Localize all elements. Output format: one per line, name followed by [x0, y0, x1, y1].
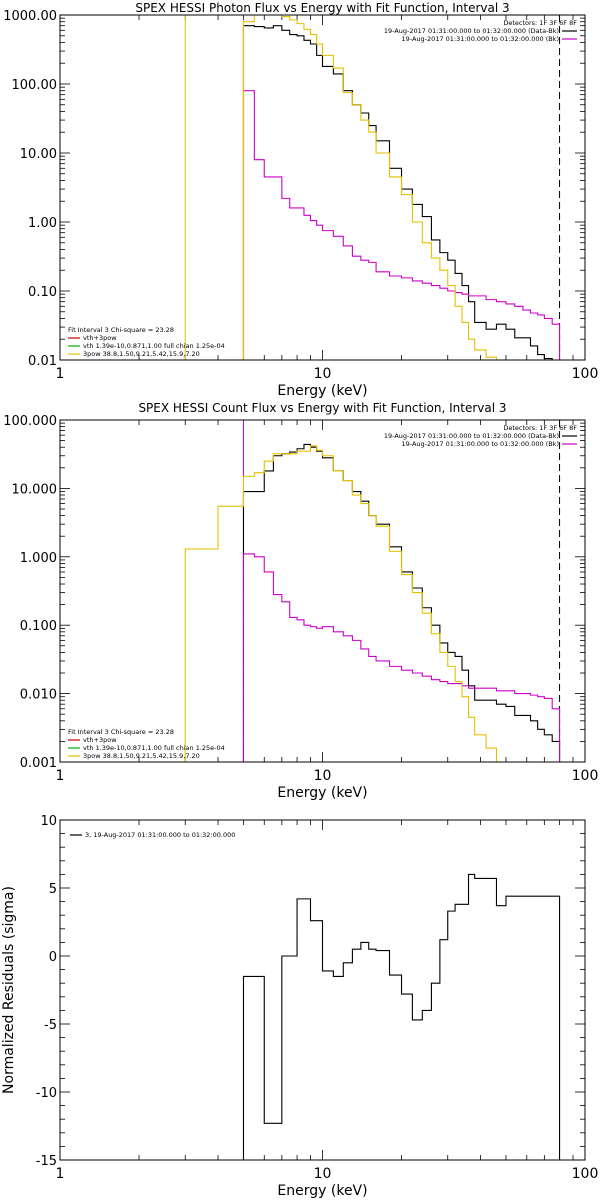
chart-title: SPEX HESSI Photon Flux vs Energy with Fi…	[135, 1, 509, 15]
y-tick-label: 0	[49, 950, 57, 965]
series-line-2	[242, 553, 561, 762]
legend-header: Fit Interval 3 Chi-square = 23.28	[68, 326, 174, 334]
x-axis-label: Energy (keV)	[277, 785, 367, 801]
legend-entry-text: vth+3pow	[83, 334, 117, 342]
x-tick-label: 1	[56, 366, 65, 382]
legend-entry-text: 19-Aug-2017 01:31:00.000 to 01:32:00.000…	[384, 432, 559, 440]
x-tick-label: 1	[56, 1166, 65, 1182]
series-line-1	[242, 443, 561, 762]
series-group	[242, 873, 561, 1160]
x-tick-label: 100	[572, 768, 599, 784]
y-tick-label: 0.010	[20, 688, 57, 703]
x-tick-label: 1	[56, 768, 65, 784]
y-tick-label: 100.00	[12, 78, 58, 93]
y-tick-label: 0.10	[28, 285, 57, 300]
chart-panel-1: SPEX HESSI Photon Flux vs Energy with Fi…	[3, 1, 598, 399]
plot-frame	[59, 14, 586, 361]
legend-entry-text: 3pow 38.8,1.50,9.21,5.42,15.9,7.20	[83, 752, 200, 760]
x-tick-label: 10	[314, 366, 332, 382]
legend-header: Detectors: 1F 3F 6F 8F	[503, 19, 577, 27]
series-line-1	[242, 873, 561, 1160]
series-line-3	[184, 445, 507, 762]
legend-entry-text: vth+3pow	[83, 736, 117, 744]
y-axis-label: Normalized Residuals (sigma)	[1, 886, 17, 1094]
y-tick-label: 10	[40, 814, 57, 829]
x-axis-label: Energy (keV)	[277, 383, 367, 399]
y-tick-label: 10.000	[12, 482, 58, 497]
x-tick-label: 100	[572, 1166, 599, 1182]
x-tick-label: 100	[572, 366, 599, 382]
y-tick-label: 5	[49, 882, 57, 897]
chart-panel-3: 1 10 100 10 5 0 -5 -10 -15 Energy (keV) Normalized…	[1, 814, 598, 1199]
series-line-1	[242, 25, 561, 360]
x-tick-label: 10	[314, 768, 332, 784]
y-tick-label: 10.00	[20, 147, 57, 162]
series-line-2	[242, 90, 561, 360]
legend-header: Detectors: 1F 3F 6F 8F	[503, 424, 577, 432]
legend-header: Fit Interval 3 Chi-square = 23.28	[68, 728, 174, 736]
y-tick-label: -10	[36, 1086, 57, 1101]
series-group	[184, 443, 561, 762]
legend-entry-text: 19-Aug-2017 01:31:00.000 to 01:32:00.000…	[402, 440, 559, 448]
legend-entry-text: vth 1.39e-10,0.871,1.00 full chian 1.25e…	[83, 744, 225, 752]
y-tick-label: -15	[36, 1154, 57, 1169]
legend-entry-text: 3, 19-Aug-2017 01:31:00.000 to 01:32:00.…	[85, 831, 235, 839]
plot-frame	[59, 819, 586, 1161]
y-tick-label: 100.000	[3, 414, 57, 429]
series-group	[242, 15, 561, 360]
legend-entry-text: 19-Aug-2017 01:31:00.000 to 01:32:00.000…	[384, 27, 559, 35]
y-tick-label: 1.00	[28, 216, 57, 231]
y-tick-label: 0.01	[28, 354, 57, 369]
chart-panel-2: SPEX HESSI Count Flux vs Energy with Fit…	[3, 401, 598, 801]
y-tick-label: 0.001	[20, 756, 57, 771]
y-tick-label: -5	[44, 1018, 57, 1033]
chart-title: SPEX HESSI Count Flux vs Energy with Fit…	[138, 401, 506, 415]
legend-entry-text: vth 1.39e-10,0.871,1.00 full chian 1.25e…	[83, 342, 225, 350]
x-tick-label: 10	[314, 1166, 332, 1182]
y-tick-label: 1.000	[20, 551, 57, 566]
plot-frame	[59, 419, 586, 763]
legend-entry-text: 3pow 38.8,1.50,9.21,5.42,15.9,7.20	[83, 350, 200, 358]
y-tick-label: 0.100	[20, 619, 57, 634]
series-line-3	[242, 15, 507, 360]
legend-entry-text: 19-Aug-2017 01:31:00.000 to 01:32:00.000…	[402, 35, 559, 43]
y-tick-label: 1000.00	[3, 9, 57, 24]
x-axis-label: Energy (keV)	[277, 1183, 367, 1199]
